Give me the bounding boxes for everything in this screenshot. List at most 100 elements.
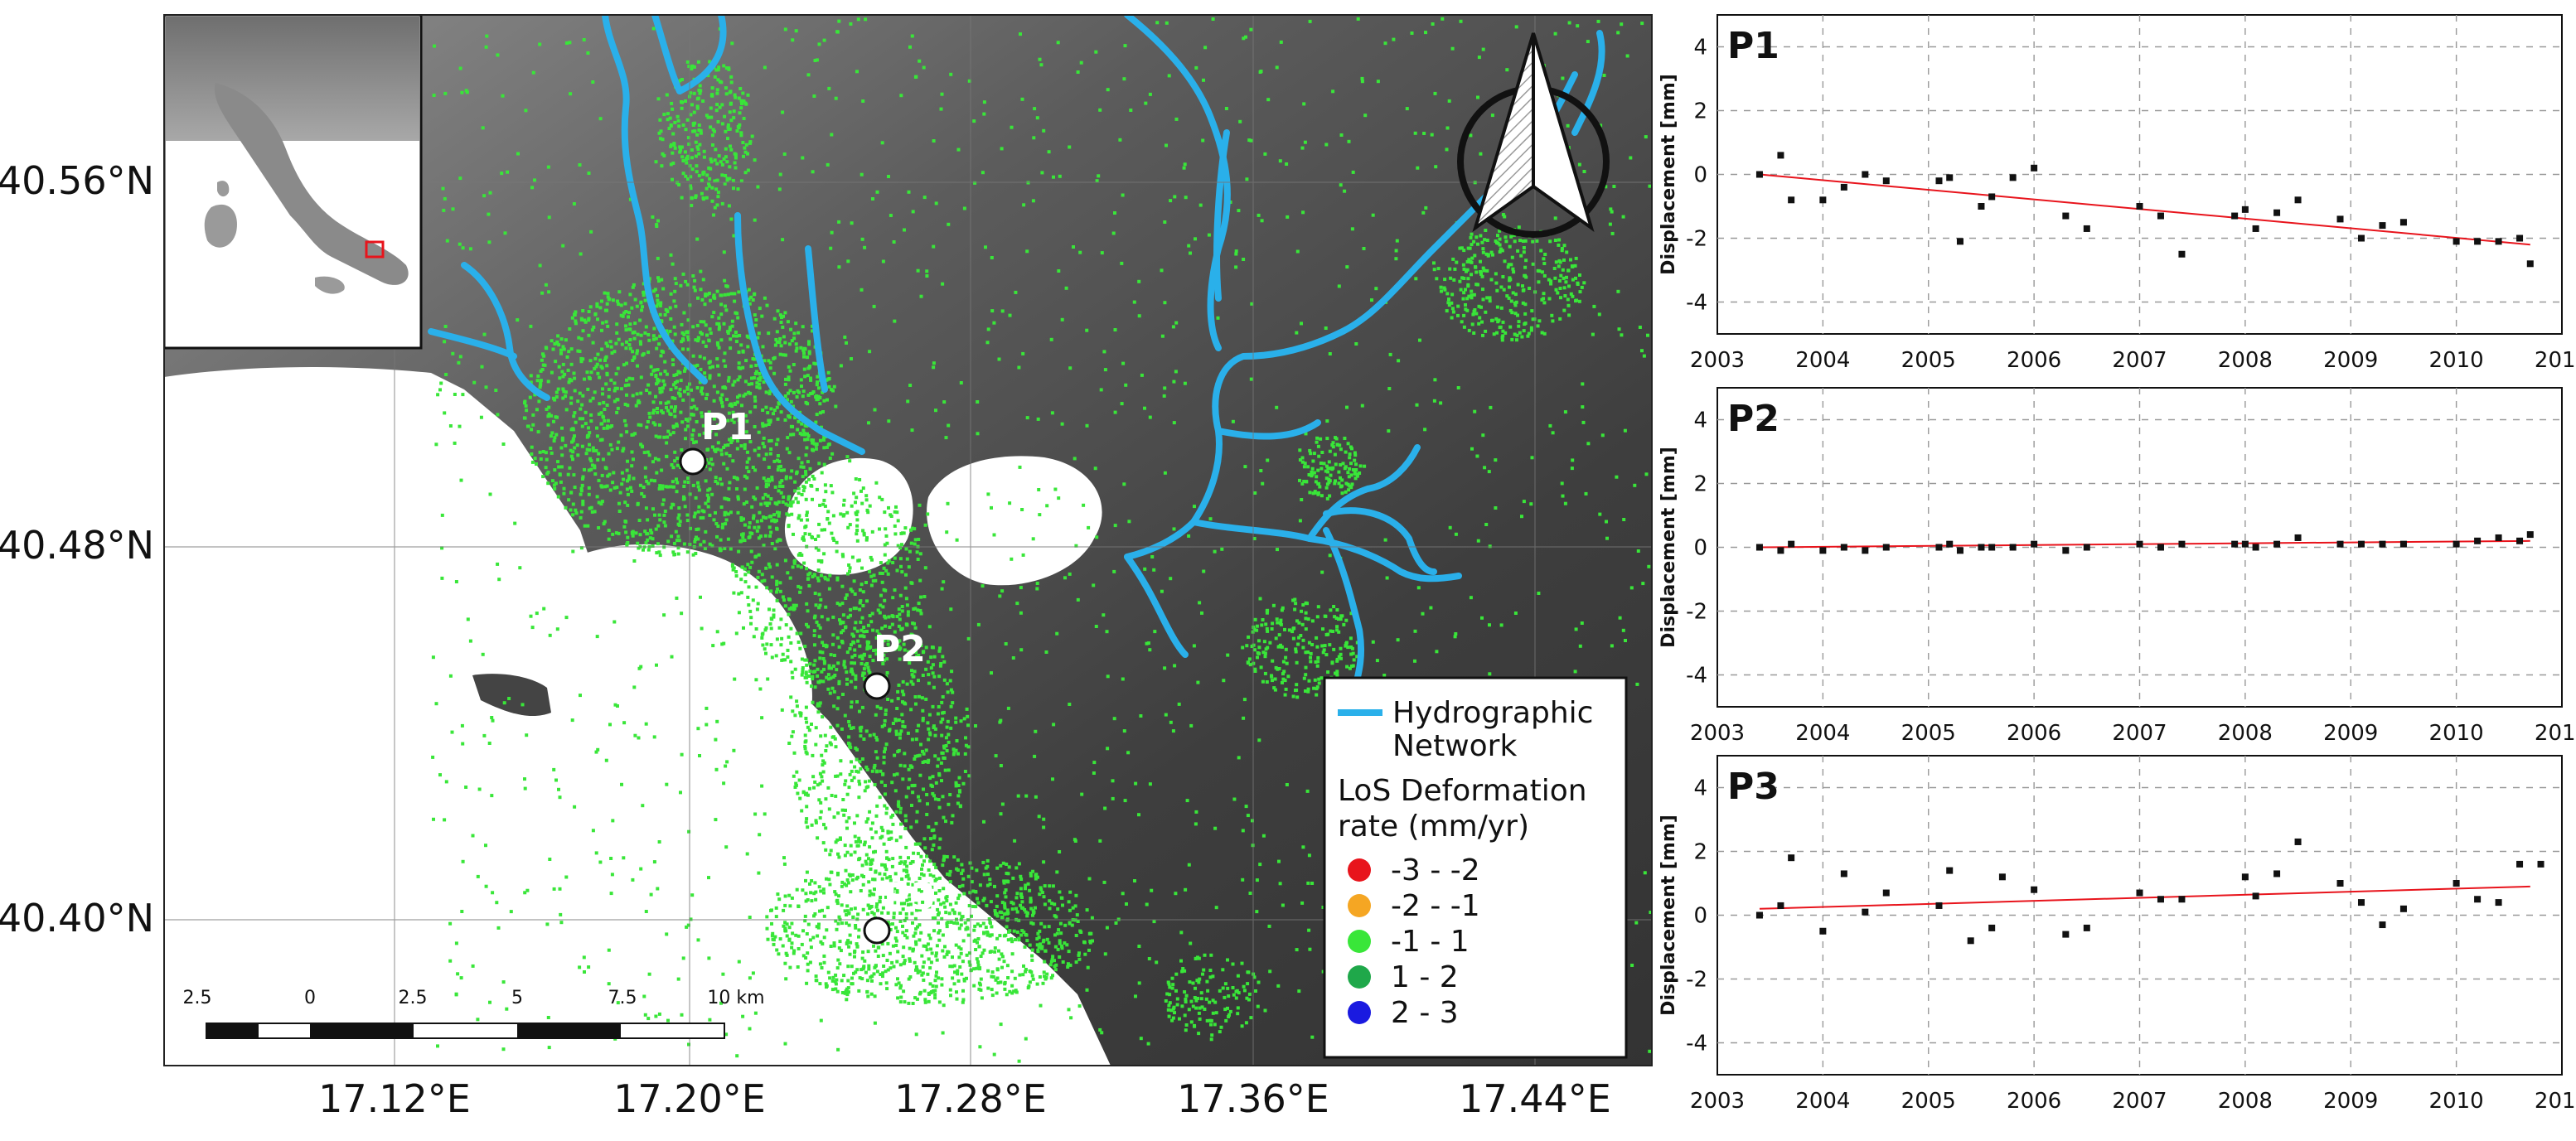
plot-ytick-label: -2 bbox=[1686, 227, 1707, 252]
plot-xtick-label: 2005 bbox=[1901, 721, 1956, 746]
plot-ytick-label: 0 bbox=[1693, 536, 1707, 561]
plot-data-point bbox=[2062, 547, 2070, 554]
plot-data-point bbox=[1946, 867, 1954, 874]
point-marker-p2: P2 bbox=[863, 628, 926, 700]
plot-trend-line bbox=[1759, 885, 2530, 910]
plot-data-point bbox=[1998, 873, 2006, 881]
plot-data-point bbox=[2516, 860, 2524, 868]
plot-data-point bbox=[1755, 171, 1763, 178]
plot-data-point bbox=[2495, 899, 2502, 907]
plot-data-point bbox=[2526, 531, 2534, 539]
plot-ytick-label: -4 bbox=[1686, 291, 1707, 316]
plot-ylabel: Displacement [mm] bbox=[1658, 74, 1679, 275]
plot-trend-line bbox=[1759, 173, 2530, 246]
plot-ytick-label: 2 bbox=[1693, 99, 1707, 124]
plot-data-point bbox=[1777, 152, 1784, 159]
plot-data-point bbox=[2294, 534, 2302, 541]
legend-swatch-0 bbox=[1348, 858, 1371, 882]
plot-data-point bbox=[1956, 238, 1963, 245]
plot-data-point bbox=[1882, 889, 1890, 897]
peninsula bbox=[472, 674, 551, 717]
plot-data-point bbox=[1988, 544, 1996, 551]
plot-ylabel: Displacement [mm] bbox=[1658, 815, 1679, 1016]
plot-data-point bbox=[2273, 540, 2281, 548]
legend-los-title-1: LoS Deformation bbox=[1338, 774, 1587, 808]
plot-data-point bbox=[1882, 544, 1890, 551]
plot-xtick-label: 2005 bbox=[1901, 1089, 1956, 1114]
plot-xtick-label: 2008 bbox=[2218, 721, 2273, 746]
plot-xtick-label: 2008 bbox=[2218, 348, 2273, 373]
mar-piccolo-first-seno bbox=[784, 457, 913, 575]
location-inset-map bbox=[164, 15, 423, 350]
plot-data-point bbox=[1935, 177, 1943, 185]
plot-data-point bbox=[2379, 921, 2386, 929]
plot-xtick-label: 2007 bbox=[2112, 721, 2167, 746]
plot-data-point bbox=[1777, 547, 1784, 554]
ps-points-layer bbox=[431, 17, 1652, 1063]
plot-title: P1 bbox=[1727, 25, 1779, 67]
map-legend: Hydrographic Network LoS Deformation rat… bbox=[1323, 676, 1628, 1059]
legend-class-label-1: -2 - -1 bbox=[1391, 889, 1480, 923]
lat-label-40-40: 40.40°N bbox=[0, 896, 154, 940]
lat-label-40-56: 40.56°N bbox=[0, 158, 154, 203]
plot-xtick-label: 2010 bbox=[2429, 1089, 2484, 1114]
plot-xtick-label: 2008 bbox=[2218, 1089, 2273, 1114]
legend-swatch-1 bbox=[1348, 894, 1371, 917]
plot-data-point bbox=[1819, 547, 1827, 554]
north-arrow-icon bbox=[1457, 32, 1610, 238]
plot-ytick-label: 2 bbox=[1693, 472, 1707, 497]
plot-data-point bbox=[2031, 540, 2038, 548]
plot-data-point bbox=[2526, 260, 2534, 268]
plot-title: P2 bbox=[1727, 398, 1779, 440]
plot-p3: 4 2 0 -2 -4 2003 2004 2005 2006 2007 2008 2009 2010 2… bbox=[1658, 755, 2576, 1114]
map-frame bbox=[163, 14, 1653, 1066]
legend-swatch-4 bbox=[1348, 1001, 1371, 1024]
plot-xtick-label: 2004 bbox=[1795, 721, 1850, 746]
plot-data-point bbox=[2294, 196, 2302, 204]
plot-data-point bbox=[2379, 540, 2386, 548]
plot-data-point bbox=[2031, 164, 2038, 172]
plot-data-point bbox=[2241, 205, 2249, 213]
plot-data-point bbox=[1840, 544, 1847, 551]
plot-data-point bbox=[2231, 212, 2239, 220]
plot-data-point bbox=[2516, 537, 2524, 544]
legend-los-title-2: rate (mm/yr) bbox=[1338, 810, 1529, 844]
plot-data-point bbox=[2336, 540, 2344, 548]
lon-label-17-12: 17.12°E bbox=[318, 1076, 471, 1121]
plot-xtick-label: 2004 bbox=[1795, 348, 1850, 373]
plot-data-point bbox=[2399, 219, 2407, 226]
plot-data-point bbox=[1862, 908, 1869, 916]
plot-ytick-label: 0 bbox=[1693, 904, 1707, 929]
plot-xtick-label: 2007 bbox=[2112, 348, 2167, 373]
plot-data-point bbox=[2157, 544, 2164, 551]
point-label-p1: P1 bbox=[701, 406, 753, 448]
plot-xtick-label: 2006 bbox=[2007, 721, 2061, 746]
scale-bar: 2.5 0 2.5 5 7.5 10 km bbox=[183, 988, 765, 1039]
plot-data-point bbox=[2062, 212, 2070, 220]
plot-data-point bbox=[1788, 196, 1795, 204]
plot-xtick-label: 2003 bbox=[1690, 1089, 1745, 1114]
plot-data-point bbox=[2252, 892, 2259, 900]
legend-hydro-label-1: Hydrographic bbox=[1392, 696, 1593, 730]
plot-ytick-label: 4 bbox=[1693, 36, 1707, 60]
plot-ytick-label: 4 bbox=[1693, 409, 1707, 433]
point-label-p3: P3 bbox=[884, 876, 936, 918]
plot-data-point bbox=[2178, 540, 2186, 548]
plot-data-point bbox=[2136, 540, 2143, 548]
plot-ytick-label: -4 bbox=[1686, 664, 1707, 689]
plot-data-point bbox=[1978, 203, 1985, 210]
plot-xtick-label: 2006 bbox=[2007, 1089, 2061, 1114]
legend-swatch-3 bbox=[1348, 965, 1371, 989]
plot-data-point bbox=[2178, 250, 2186, 258]
legend-class-label-4: 2 - 3 bbox=[1391, 996, 1459, 1030]
plot-data-point bbox=[2453, 880, 2460, 887]
plot-ytick-label: 2 bbox=[1693, 840, 1707, 865]
plot-data-point bbox=[2474, 896, 2482, 903]
plot-data-point bbox=[2231, 540, 2239, 548]
inset-study-area-box bbox=[365, 240, 385, 259]
plot-xtick-label: 2003 bbox=[1690, 721, 1745, 746]
plot-data-point bbox=[2495, 238, 2502, 245]
plot-data-point bbox=[1840, 870, 1847, 878]
plot-xtick-label: 2009 bbox=[2323, 1089, 2378, 1114]
plot-data-point bbox=[2379, 222, 2386, 230]
